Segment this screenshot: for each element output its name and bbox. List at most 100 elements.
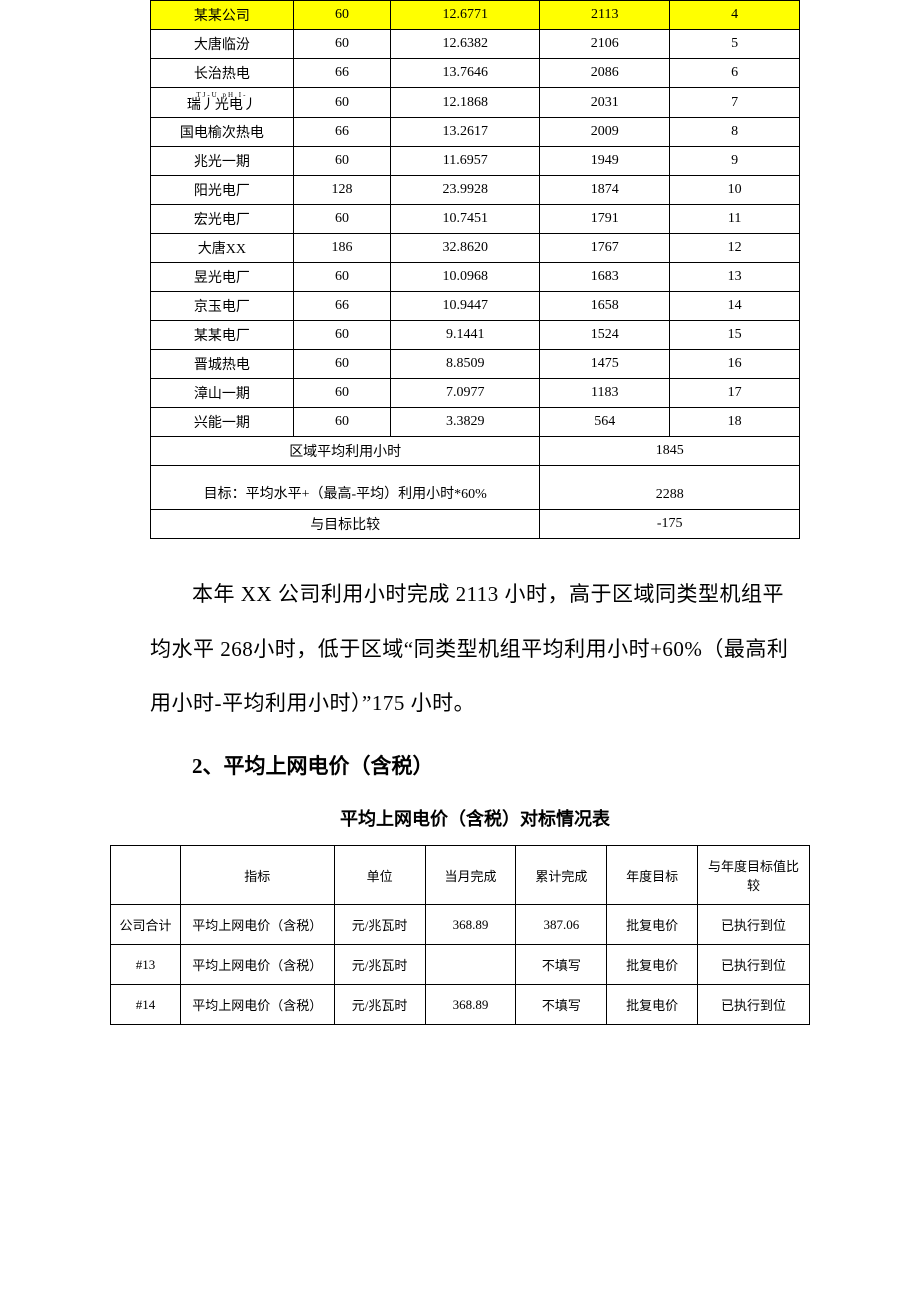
plant-name-cell: 兴能一期 (151, 408, 294, 437)
table-row: 某某公司6012.677121134 (151, 1, 800, 30)
table2-cell: 公司合计 (111, 905, 181, 945)
hours-cell: 1475 (540, 350, 670, 379)
rank-cell: 14 (670, 292, 800, 321)
hours-cell: 1658 (540, 292, 670, 321)
hours-cell: 2113 (540, 1, 670, 30)
hours-cell: 1767 (540, 234, 670, 263)
gen-cell: 7.0977 (391, 379, 540, 408)
summary-value: 1845 (540, 437, 800, 466)
rank-cell: 11 (670, 205, 800, 234)
hours-cell: 1183 (540, 379, 670, 408)
plant-name-cell: TJ-U pH I-瑞丿光电丿 (151, 88, 294, 118)
table-row: 大唐XX18632.8620176712 (151, 234, 800, 263)
table-row: 宏光电厂6010.7451179111 (151, 205, 800, 234)
table2-cell: 368.89 (425, 905, 516, 945)
table2-cell: 元/兆瓦时 (334, 905, 425, 945)
gen-cell: 12.1868 (391, 88, 540, 118)
gen-cell: 13.2617 (391, 118, 540, 147)
gen-cell: 10.7451 (391, 205, 540, 234)
summary-row: 区域平均利用小时1845 (151, 437, 800, 466)
utilization-hours-table: 某某公司6012.677121134大唐临汾6012.638221065长治热电… (150, 0, 800, 539)
table-row: 晋城热电608.8509147516 (151, 350, 800, 379)
table-row: #14平均上网电价（含税）元/兆瓦时368.89不填写批复电价已执行到位 (111, 985, 810, 1025)
table2-cell: 批复电价 (607, 905, 698, 945)
summary-label: 区域平均利用小时 (151, 437, 540, 466)
hours-cell: 1683 (540, 263, 670, 292)
hours-cell: 564 (540, 408, 670, 437)
gen-cell: 32.8620 (391, 234, 540, 263)
rank-cell: 10 (670, 176, 800, 205)
rank-cell: 17 (670, 379, 800, 408)
table2-cell: #14 (111, 985, 181, 1025)
cap-cell: 60 (293, 88, 390, 118)
plant-name-cell: 京玉电厂 (151, 292, 294, 321)
table2-cell (425, 945, 516, 985)
gen-cell: 8.8509 (391, 350, 540, 379)
cap-cell: 186 (293, 234, 390, 263)
plant-name-cell: 大唐XX (151, 234, 294, 263)
table-row: 京玉电厂6610.9447165814 (151, 292, 800, 321)
tariff-table: 指标单位当月完成累计完成年度目标与年度目标值比较 公司合计平均上网电价（含税）元… (110, 845, 810, 1025)
cap-cell: 60 (293, 321, 390, 350)
hours-cell: 1791 (540, 205, 670, 234)
hours-cell: 2086 (540, 59, 670, 88)
plant-name-cell: 某某电厂 (151, 321, 294, 350)
hours-cell: 2106 (540, 30, 670, 59)
table2-wrapper: 指标单位当月完成累计完成年度目标与年度目标值比较 公司合计平均上网电价（含税）元… (110, 845, 810, 1025)
gen-cell: 10.0968 (391, 263, 540, 292)
table2-cell: 元/兆瓦时 (334, 985, 425, 1025)
rank-cell: 8 (670, 118, 800, 147)
cap-cell: 66 (293, 118, 390, 147)
table2-cell: 批复电价 (607, 945, 698, 985)
plant-name-cell: 大唐临汾 (151, 30, 294, 59)
rank-cell: 18 (670, 408, 800, 437)
table2-header: 当月完成 (425, 846, 516, 905)
table2-title: 平均上网电价（含税）对标情况表 (150, 805, 800, 831)
table-row: 大唐临汾6012.638221065 (151, 30, 800, 59)
plant-name-cell: 兆光一期 (151, 147, 294, 176)
rank-cell: 7 (670, 88, 800, 118)
cap-cell: 128 (293, 176, 390, 205)
rank-cell: 13 (670, 263, 800, 292)
rank-cell: 12 (670, 234, 800, 263)
cap-cell: 66 (293, 59, 390, 88)
table2-cell: 平均上网电价（含税） (180, 905, 334, 945)
table2-header: 与年度目标值比较 (698, 846, 810, 905)
table2-cell: 元/兆瓦时 (334, 945, 425, 985)
table-row: 阳光电厂12823.9928187410 (151, 176, 800, 205)
summary-label: 目标：平均水平+（最高-平均）利用小时*60% (151, 466, 540, 510)
table-row: TJ-U pH I-瑞丿光电丿6012.186820317 (151, 88, 800, 118)
gen-cell: 11.6957 (391, 147, 540, 176)
table2-cell: 平均上网电价（含税） (180, 985, 334, 1025)
table-row: 兆光一期6011.695719499 (151, 147, 800, 176)
hours-cell: 2009 (540, 118, 670, 147)
plant-name-cell: 漳山一期 (151, 379, 294, 408)
cap-cell: 60 (293, 147, 390, 176)
table-row: 昱光电厂6010.0968168313 (151, 263, 800, 292)
plant-name-cell: 宏光电厂 (151, 205, 294, 234)
analysis-paragraph: 本年 XX 公司利用小时完成 2113 小时，高于区域同类型机组平均水平 268… (150, 567, 800, 731)
section-2-heading: 2、平均上网电价（含税） (150, 741, 800, 791)
table2-header: 累计完成 (516, 846, 607, 905)
table2-cell: 368.89 (425, 985, 516, 1025)
summary-value: 2288 (540, 466, 800, 510)
gen-cell: 12.6382 (391, 30, 540, 59)
page-content: 某某公司6012.677121134大唐临汾6012.638221065长治热电… (0, 0, 920, 1085)
table-row: 公司合计平均上网电价（含税）元/兆瓦时368.89387.06批复电价已执行到位 (111, 905, 810, 945)
rank-cell: 5 (670, 30, 800, 59)
summary-row: 目标：平均水平+（最高-平均）利用小时*60%2288 (151, 466, 800, 510)
cap-cell: 60 (293, 205, 390, 234)
rank-cell: 6 (670, 59, 800, 88)
cap-cell: 60 (293, 350, 390, 379)
table2-cell: 不填写 (516, 945, 607, 985)
hours-cell: 2031 (540, 88, 670, 118)
table-row: 国电榆次热电6613.261720098 (151, 118, 800, 147)
summary-value: -175 (540, 510, 800, 539)
gen-cell: 3.3829 (391, 408, 540, 437)
plant-name-cell: 某某公司 (151, 1, 294, 30)
table-row: 兴能一期603.382956418 (151, 408, 800, 437)
table-row: 长治热电6613.764620866 (151, 59, 800, 88)
cap-cell: 66 (293, 292, 390, 321)
table2-header: 单位 (334, 846, 425, 905)
table-row: 漳山一期607.0977118317 (151, 379, 800, 408)
